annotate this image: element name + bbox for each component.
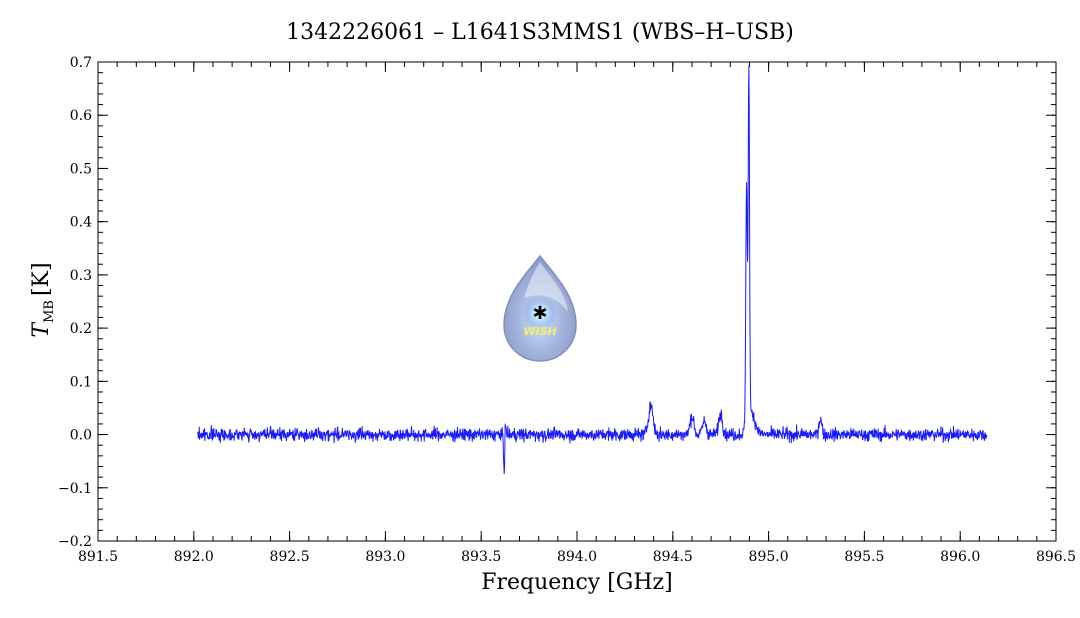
x-tick-label: 893.0	[365, 549, 405, 565]
x-tick-label: 893.5	[461, 549, 501, 565]
x-tick-label: 894.0	[557, 549, 597, 565]
y-axis-label-unit: [K]	[29, 262, 54, 296]
x-tick-label: 896.0	[940, 549, 980, 565]
x-axis-label: Frequency [GHz]	[481, 570, 673, 595]
y-tick-label: 0.7	[70, 55, 92, 71]
x-tick-label: 895.5	[844, 549, 884, 565]
axis-ticks	[97, 61, 1057, 542]
y-tick-label: 0.6	[70, 108, 92, 124]
x-tick-label: 894.5	[653, 549, 693, 565]
x-tick-label: 892.0	[174, 549, 214, 565]
glow-icon	[523, 296, 557, 330]
y-tick-label: 0.1	[70, 374, 92, 390]
y-tick-label: 0.0	[70, 428, 92, 444]
y-axis-label-subscript: MB	[42, 300, 57, 323]
x-tick-labels: 891.5 892.0 892.5 893.0 893.5 894.0 894.5 895.0…	[78, 549, 1076, 565]
y-tick-label: 0.3	[70, 268, 92, 284]
x-tick-label: 896.5	[1036, 549, 1076, 565]
spectrum-line	[197, 65, 988, 475]
wish-logo: ✱ WISH	[503, 254, 577, 362]
y-tick-label: 0.4	[70, 215, 92, 231]
plot-border	[97, 61, 1057, 542]
plot-frame	[97, 61, 1057, 542]
star-icon: ✱	[532, 303, 547, 324]
series-group	[197, 65, 988, 475]
logo-text: WISH	[523, 325, 556, 338]
y-tick-label: −0.2	[58, 534, 92, 550]
x-tick-label: 891.5	[78, 549, 118, 565]
svg-text:TMB[K]: TMB [K]	[29, 262, 57, 337]
y-tick-label: 0.2	[70, 321, 92, 337]
y-axis-label: TMB [K]	[29, 262, 57, 337]
drop-highlight	[524, 262, 568, 312]
x-tick-label: 892.5	[270, 549, 310, 565]
x-tick-label: 895.0	[749, 549, 789, 565]
y-tick-label: 0.5	[70, 161, 92, 177]
chart-title: 1342226061 – L1641S3MMS1 (WBS–H–USB)	[286, 20, 794, 45]
y-tick-label: −0.1	[58, 481, 92, 497]
y-axis-label-symbol: T	[29, 321, 54, 338]
y-tick-labels: −0.2 −0.1 0.0 0.1 0.2 0.3 0.4 0.5 0.6 0.7	[58, 55, 92, 550]
